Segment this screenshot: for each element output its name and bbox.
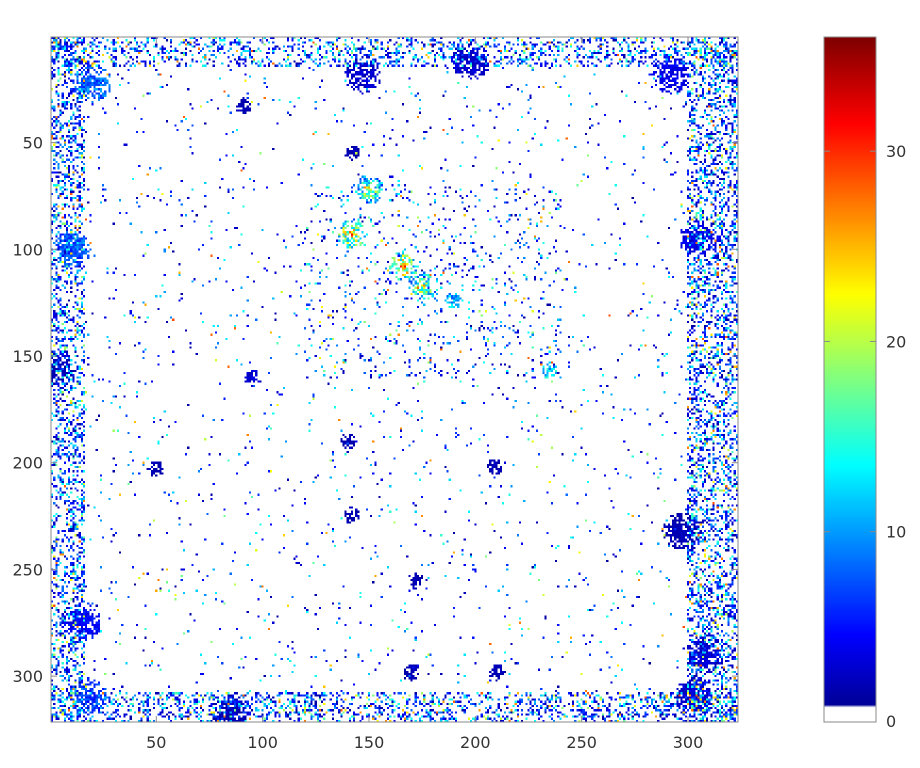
colorbar-ticks: 0 10 20 30 xyxy=(824,142,906,731)
colorbar-tick-label: 20 xyxy=(886,332,906,351)
heatmap-image xyxy=(51,37,738,722)
y-tick-label: 50 xyxy=(23,134,43,153)
y-tick-label: 150 xyxy=(12,347,43,366)
y-tick-label: 200 xyxy=(12,454,43,473)
colorbar-tick-label: 0 xyxy=(886,712,896,731)
x-tick-label: 250 xyxy=(566,733,597,752)
y-tick-label: 300 xyxy=(12,667,43,686)
colorbar-tick-label: 10 xyxy=(886,523,906,542)
colorbar: 0 10 20 30 xyxy=(823,36,906,731)
plot-area xyxy=(50,36,739,723)
x-tick-label: 200 xyxy=(460,733,491,752)
colorbar-frame xyxy=(823,36,877,723)
x-tick-label: 300 xyxy=(673,733,704,752)
x-axis: 50 100 150 200 250 300 xyxy=(146,37,703,752)
x-tick-label: 100 xyxy=(247,733,278,752)
colorbar-gradient xyxy=(824,37,876,722)
colorbar-tick-label: 30 xyxy=(886,142,906,161)
y-tick-label: 250 xyxy=(12,560,43,579)
x-tick-label: 150 xyxy=(354,733,385,752)
y-tick-label: 100 xyxy=(12,240,43,259)
plot-frame xyxy=(50,36,739,723)
x-tick-label: 50 xyxy=(146,733,166,752)
y-axis: 50 100 150 200 250 300 xyxy=(12,134,738,686)
